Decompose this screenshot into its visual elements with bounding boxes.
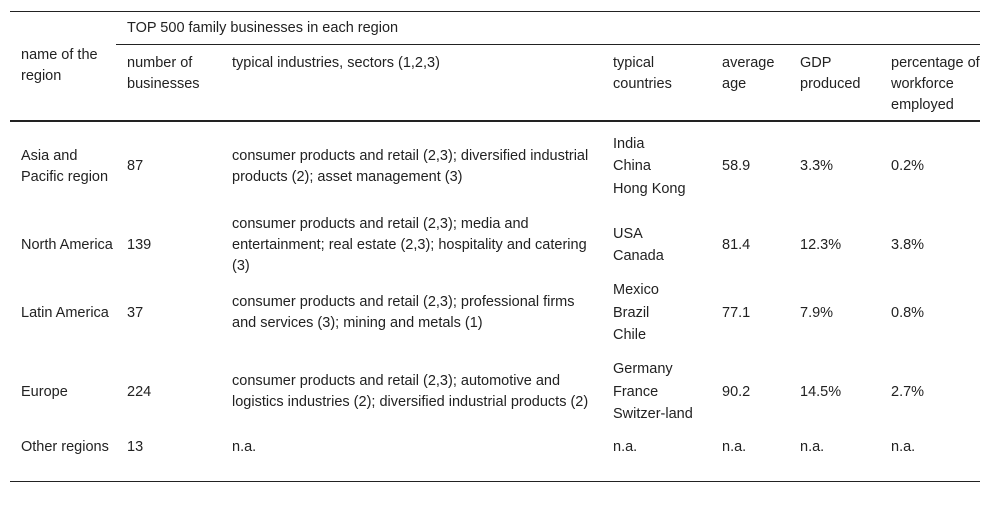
table-container: name of the region TOP 500 family busine… — [10, 11, 980, 482]
column-header-number: number of businesses — [116, 44, 221, 122]
region-cell: Europe — [21, 383, 68, 400]
table-row: Europe 224 consumer products and retail … — [10, 347, 980, 437]
country-item: Hong Kong — [613, 180, 686, 197]
number-cell: 87 — [127, 158, 144, 174]
countries-cell: n.a. — [602, 437, 711, 482]
country-item: Mexico — [613, 282, 659, 299]
column-header-gdp: GDP produced — [789, 44, 880, 122]
country-item: USA — [613, 225, 643, 242]
column-header-workforce: percentage of workforce employed — [880, 44, 980, 122]
table-row: Other regions 13 n.a. n.a. n.a. n.a. n.a… — [10, 437, 980, 482]
region-cell: Other regions — [10, 437, 116, 482]
table-row: Asia and Pacific region 87 consumer prod… — [10, 121, 980, 211]
industries-cell: consumer products and retail (2,3); prof… — [232, 294, 575, 331]
workforce-cell: 0.2% — [891, 158, 925, 174]
gdp-cell: 3.3% — [800, 158, 834, 174]
region-column-header: name of the region — [10, 11, 116, 122]
table-row: Latin America 37 consumer products and r… — [10, 279, 980, 347]
country-item: Canada — [613, 248, 664, 264]
gdp-cell: 7.9% — [800, 304, 834, 321]
country-item: Brazil — [613, 304, 650, 321]
country-item: Switzer-land — [613, 406, 693, 423]
region-cell: North America — [21, 236, 113, 253]
country-item: Chile — [613, 327, 647, 344]
gdp-cell: 14.5% — [800, 383, 842, 400]
industries-cell: consumer products and retail (2,3); auto… — [232, 373, 589, 410]
workforce-cell: 0.8% — [891, 304, 925, 321]
age-cell: 58.9 — [722, 158, 751, 174]
family-business-table: name of the region TOP 500 family busine… — [10, 11, 980, 482]
country-item: Germany — [613, 361, 673, 378]
column-header-age: average age — [711, 44, 789, 122]
age-cell: n.a. — [711, 437, 789, 482]
countries-cell: USA Canada — [602, 211, 711, 279]
region-cell: Asia and Pacific region — [21, 147, 109, 185]
number-cell: 224 — [127, 383, 152, 400]
countries-cell: Mexico Brazil Chile — [602, 279, 711, 347]
countries-cell: India China Hong Kong — [602, 121, 711, 211]
countries-cell: Germany France Switzer-land — [602, 347, 711, 437]
country-item: n.a. — [613, 439, 638, 455]
gdp-cell: 12.3% — [800, 236, 842, 253]
industries-cell: consumer products and retail (2,3); medi… — [232, 215, 587, 274]
region-cell: Latin America — [21, 304, 109, 321]
column-header-industries: typical industries, sectors (1,2,3) — [221, 44, 602, 122]
table-row: North America 139 consumer products and … — [10, 211, 980, 279]
number-cell: 13 — [116, 437, 221, 482]
industries-cell: consumer products and retail (2,3); dive… — [232, 147, 589, 185]
workforce-cell: 3.8% — [891, 236, 925, 253]
number-cell: 37 — [127, 304, 144, 321]
group-header: TOP 500 family businesses in each region — [116, 11, 980, 45]
workforce-cell: 2.7% — [891, 383, 925, 400]
country-item: France — [613, 383, 659, 400]
age-cell: 90.2 — [722, 383, 751, 400]
age-cell: 77.1 — [722, 304, 751, 321]
industries-cell: n.a. — [221, 437, 602, 482]
workforce-cell: n.a. — [880, 437, 980, 482]
column-header-countries: typical countries — [602, 44, 711, 122]
country-item: India — [613, 135, 645, 152]
age-cell: 81.4 — [722, 236, 751, 253]
number-cell: 139 — [127, 236, 152, 253]
country-item: China — [613, 158, 651, 175]
gdp-cell: n.a. — [789, 437, 880, 482]
